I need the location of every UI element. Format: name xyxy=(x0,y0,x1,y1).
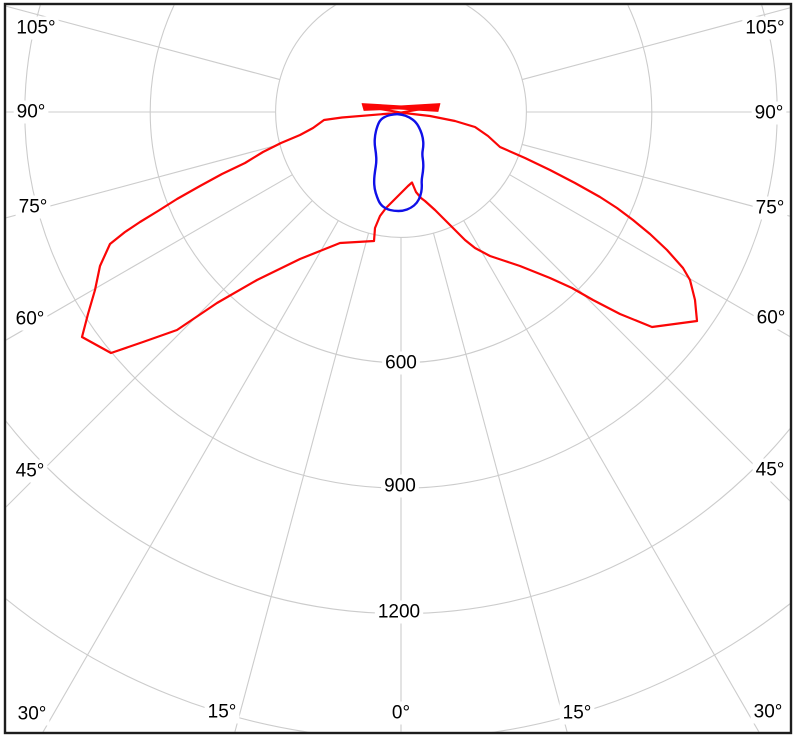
grid-spoke--75deg xyxy=(6,143,281,219)
curve-c90-c270 xyxy=(372,113,425,213)
grid-spoke--30deg xyxy=(42,220,339,732)
grid-spoke-75deg xyxy=(521,143,790,217)
grid-spoke-30deg xyxy=(463,220,760,732)
grid-spoke-15deg xyxy=(432,232,568,732)
intensity-ring-label-600-bg xyxy=(382,351,420,375)
chart-labels: 105° 90° 75° 60° 45° 30° 15° 0° 15° 30° 45° 60° 75° 9… xyxy=(12,16,789,726)
gamma-angle-label-9-bg xyxy=(750,700,786,724)
gamma-angle-label-3: 60° xyxy=(16,309,45,330)
gamma-angle-label-0-bg xyxy=(13,16,59,40)
gamma-angle-label-4: 45° xyxy=(16,461,45,482)
grid-spoke--60deg xyxy=(6,174,293,341)
gamma-angle-label-10: 45° xyxy=(756,460,785,481)
grid-spoke--105deg xyxy=(6,5,281,81)
curve-c0-c180 xyxy=(80,106,699,355)
gamma-angle-label-5: 30° xyxy=(18,704,47,725)
gamma-angle-label-13-bg xyxy=(751,101,787,125)
gamma-angle-label-12-bg xyxy=(752,196,788,220)
gamma-angle-label-1-bg xyxy=(13,100,49,124)
grid-spoke-105deg xyxy=(521,7,790,81)
curve-arrowhead-right xyxy=(372,103,441,112)
gamma-angle-label-4-bg xyxy=(12,459,48,483)
gamma-angle-label-3-bg xyxy=(12,307,48,331)
gamma-angle-label-7: 0° xyxy=(392,703,410,724)
gamma-angle-label-9: 30° xyxy=(754,702,783,723)
intensity-ring-label-1200: 1200 xyxy=(378,602,420,623)
gamma-angle-label-7-bg xyxy=(388,701,414,725)
grid-spoke-60deg xyxy=(509,174,790,338)
gamma-angle-label-6-bg xyxy=(204,700,240,724)
gamma-angle-label-5-bg xyxy=(14,702,50,726)
gamma-angle-label-11: 60° xyxy=(757,308,786,329)
gamma-angle-label-6: 15° xyxy=(208,702,237,723)
intensity-ring-label-1200-bg xyxy=(374,600,424,624)
gamma-angle-label-14: 105° xyxy=(745,18,784,39)
gamma-angle-label-2-bg xyxy=(15,195,51,219)
gamma-angle-label-0: 105° xyxy=(16,18,55,39)
gamma-angle-label-14-bg xyxy=(742,16,788,40)
grid-spoke--15deg xyxy=(234,232,370,732)
gamma-angle-label-8-bg xyxy=(559,701,595,725)
gamma-angle-label-8: 15° xyxy=(563,703,592,724)
gamma-angle-label-11-bg xyxy=(753,306,789,330)
chart-border xyxy=(3,2,793,735)
intensity-ring-label-900: 900 xyxy=(384,476,416,497)
gamma-angle-label-10-bg xyxy=(752,458,788,482)
grid-spoke-45deg xyxy=(489,200,790,502)
gamma-angle-label-2: 75° xyxy=(19,197,48,218)
gamma-angle-label-12: 75° xyxy=(756,198,785,219)
intensity-ring-label-600: 600 xyxy=(385,353,417,374)
gamma-angle-label-1: 90° xyxy=(17,102,46,123)
gamma-angle-label-13: 90° xyxy=(755,103,784,124)
intensity-ring-label-900-bg xyxy=(381,474,419,498)
